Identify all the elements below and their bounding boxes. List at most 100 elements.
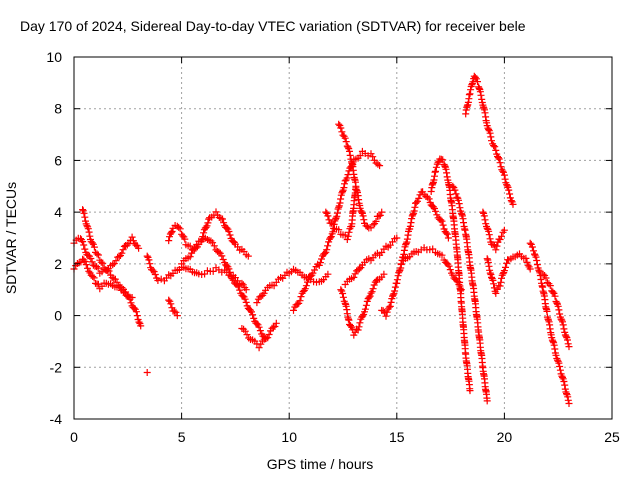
- series-track-b: [79, 206, 145, 330]
- data-point: [503, 182, 511, 190]
- data-point: [304, 278, 311, 286]
- data-point: [498, 232, 505, 240]
- data-point: [242, 298, 250, 306]
- data-point: [498, 274, 505, 282]
- data-point: [378, 208, 386, 216]
- data-point: [526, 239, 534, 247]
- data-point: [123, 241, 131, 249]
- series-track-i: [238, 319, 280, 352]
- data-point: [146, 260, 154, 268]
- data-point: [393, 234, 401, 242]
- data-point: [192, 244, 200, 252]
- data-point: [255, 344, 263, 352]
- data-point: [94, 251, 102, 259]
- data-point: [167, 229, 175, 237]
- data-point: [302, 282, 310, 290]
- data-point: [452, 190, 460, 198]
- data-point: [496, 159, 504, 167]
- data-point: [342, 138, 350, 146]
- data-point: [455, 196, 462, 204]
- data-point: [88, 239, 96, 247]
- data-point: [321, 250, 329, 257]
- data-point: [564, 396, 572, 404]
- data-point: [228, 275, 236, 283]
- data-point: [488, 273, 495, 281]
- data-point: [118, 249, 126, 257]
- data-point: [264, 334, 272, 342]
- data-point: [337, 286, 345, 294]
- data-point: [301, 285, 309, 293]
- data-point: [176, 225, 184, 233]
- data-point: [132, 308, 140, 316]
- data-point: [181, 235, 189, 243]
- y-tick-label: 6: [54, 152, 62, 168]
- data-point: [347, 322, 354, 330]
- data-point: [93, 263, 101, 271]
- data-point: [361, 305, 369, 313]
- data-point: [546, 325, 554, 333]
- data-point: [368, 288, 376, 296]
- data-point: [446, 266, 454, 274]
- data-point: [528, 243, 536, 251]
- series-track-u: [483, 250, 534, 297]
- data-point: [143, 369, 151, 376]
- data-point: [372, 217, 380, 225]
- data-point: [247, 306, 254, 314]
- data-point: [170, 307, 178, 315]
- data-point: [490, 142, 498, 150]
- data-point: [554, 302, 562, 310]
- data-point: [487, 133, 495, 141]
- data-point: [343, 236, 351, 243]
- data-point: [220, 219, 228, 227]
- data-point: [272, 319, 280, 327]
- data-point: [556, 363, 564, 370]
- data-point: [249, 311, 257, 319]
- data-point: [380, 270, 388, 278]
- data-point: [168, 228, 176, 235]
- x-tick-label: 10: [281, 429, 297, 445]
- data-point: [477, 91, 485, 99]
- data-point: [209, 267, 217, 275]
- data-point: [255, 323, 263, 331]
- data-point: [80, 241, 88, 249]
- data-point: [93, 250, 101, 258]
- data-point: [94, 264, 102, 272]
- data-point: [559, 318, 566, 326]
- data-point: [186, 242, 194, 250]
- data-point: [488, 137, 495, 145]
- data-point: [533, 261, 541, 269]
- data-point: [262, 335, 270, 342]
- data-point: [108, 274, 116, 282]
- data-point: [546, 282, 554, 290]
- data-point: [367, 150, 375, 158]
- data-point: [145, 256, 153, 264]
- data-point: [562, 332, 570, 340]
- data-point: [271, 323, 279, 330]
- data-point: [443, 230, 451, 238]
- data-point: [506, 190, 514, 198]
- data-point: [560, 325, 568, 333]
- data-point: [143, 252, 151, 260]
- data-point: [215, 248, 223, 256]
- data-point: [84, 225, 92, 233]
- data-point: [455, 200, 463, 208]
- data-point: [494, 154, 502, 162]
- data-point: [344, 232, 352, 240]
- data-point: [90, 274, 98, 282]
- data-point: [128, 294, 136, 301]
- series-track-n: [337, 270, 388, 339]
- ticks-layer: 0 5 10 15 20 25 -4 -2 0 2 4 6 8 10: [46, 49, 620, 445]
- data-point: [165, 237, 173, 245]
- data-point: [157, 275, 165, 283]
- data-point: [565, 400, 573, 407]
- series-track-g: [165, 296, 181, 320]
- data-point: [99, 259, 107, 267]
- data-point: [84, 264, 91, 272]
- data-point: [501, 175, 509, 183]
- data-point: [332, 214, 340, 222]
- data-point: [341, 231, 349, 239]
- data-point: [558, 316, 566, 324]
- data-point: [172, 308, 180, 316]
- data-point: [218, 252, 226, 260]
- series-track-x: [539, 270, 573, 351]
